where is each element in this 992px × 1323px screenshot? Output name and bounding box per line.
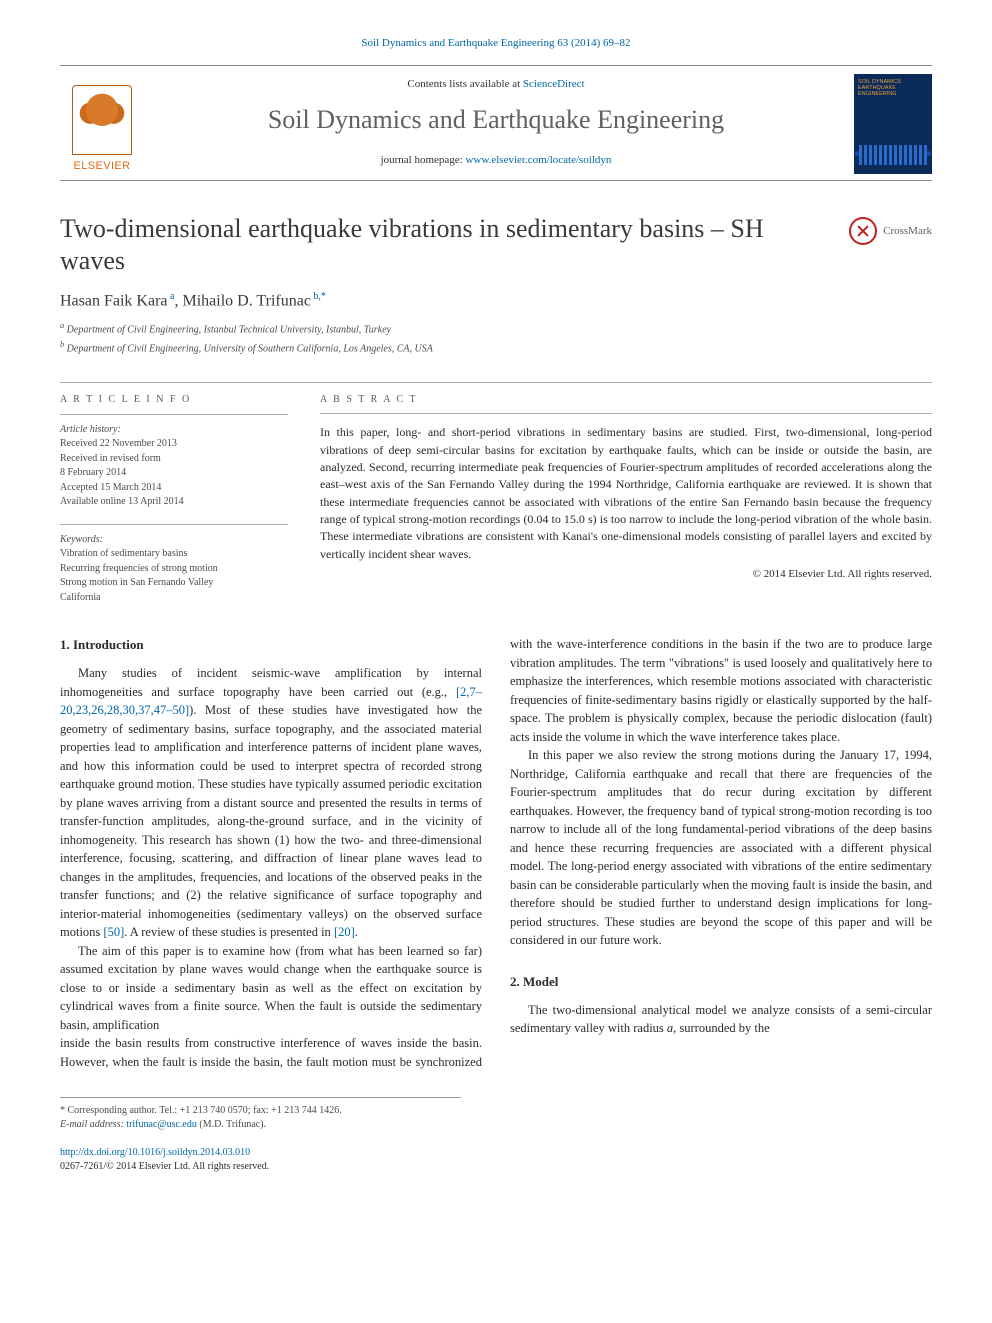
abstract-text: In this paper, long- and short-period vi… bbox=[320, 424, 932, 563]
contents-lists-line: Contents lists available at ScienceDirec… bbox=[268, 77, 724, 92]
affiliation-b: b Department of Civil Engineering, Unive… bbox=[60, 339, 932, 356]
abstract-label: A B S T R A C T bbox=[320, 383, 932, 414]
contents-prefix: Contents lists available at bbox=[407, 78, 522, 90]
crossmark-badge[interactable]: CrossMark bbox=[849, 217, 932, 245]
history-line: Accepted 15 March 2014 bbox=[60, 481, 288, 496]
history-line: 8 February 2014 bbox=[60, 466, 288, 481]
article-history-label: Article history: bbox=[60, 423, 288, 438]
abstract-copyright: © 2014 Elsevier Ltd. All rights reserved… bbox=[320, 567, 932, 582]
article-info-column: A R T I C L E I N F O Article history: R… bbox=[60, 383, 288, 605]
affiliation-a: a Department of Civil Engineering, Istan… bbox=[60, 320, 932, 337]
masthead: ELSEVIER Contents lists available at Sci… bbox=[60, 65, 932, 181]
article-info-label: A R T I C L E I N F O bbox=[60, 383, 288, 415]
keyword: Strong motion in San Fernando Valley bbox=[60, 576, 288, 591]
email-paren: (M.D. Trifunac). bbox=[197, 1119, 266, 1130]
paper-title: Two-dimensional earthquake vibrations in… bbox=[60, 213, 829, 275]
journal-cover-thumbnail: SOIL DYNAMICS EARTHQUAKE ENGINEERING bbox=[854, 74, 932, 174]
keywords-label: Keywords: bbox=[60, 533, 288, 548]
corresponding-star-icon: * bbox=[321, 291, 326, 302]
elsevier-brand-label: ELSEVIER bbox=[73, 159, 130, 174]
author-2-name: Mihailo D. Trifunac bbox=[182, 292, 310, 309]
elsevier-tree-icon bbox=[72, 85, 132, 155]
section-heading-introduction: 1. Introduction bbox=[60, 635, 482, 654]
abstract-column: A B S T R A C T In this paper, long- and… bbox=[320, 383, 932, 605]
doi-link[interactable]: http://dx.doi.org/10.1016/j.soildyn.2014… bbox=[60, 1147, 250, 1158]
intro-paragraph-2: The aim of this paper is to examine how … bbox=[60, 942, 482, 1035]
crossmark-icon bbox=[849, 217, 877, 245]
corresponding-author-footer: * Corresponding author. Tel.: +1 213 740… bbox=[60, 1097, 461, 1132]
intro-paragraph-4: In this paper we also review the strong … bbox=[510, 746, 932, 950]
email-line: E-mail address: trifunac@usc.edu (M.D. T… bbox=[60, 1118, 461, 1132]
body-two-column: 1. Introduction Many studies of incident… bbox=[60, 635, 932, 1071]
homepage-prefix: journal homepage: bbox=[381, 154, 466, 166]
affiliations: a Department of Civil Engineering, Istan… bbox=[60, 320, 932, 356]
journal-reference: Soil Dynamics and Earthquake Engineering… bbox=[60, 36, 932, 51]
history-line: Received in revised form bbox=[60, 452, 288, 467]
sciencedirect-link[interactable]: ScienceDirect bbox=[523, 78, 585, 90]
authors-line: Hasan Faik Kara a, Mihailo D. Trifunac b… bbox=[60, 290, 932, 313]
crossmark-label: CrossMark bbox=[883, 224, 932, 239]
history-line: Received 22 November 2013 bbox=[60, 437, 288, 452]
journal-cover-text: SOIL DYNAMICS EARTHQUAKE ENGINEERING bbox=[858, 79, 901, 97]
author-1-name: Hasan Faik Kara bbox=[60, 292, 168, 309]
journal-homepage-link[interactable]: www.elsevier.com/locate/soildyn bbox=[465, 154, 611, 166]
intro-paragraph-1: Many studies of incident seismic-wave am… bbox=[60, 664, 482, 942]
keyword: Recurring frequencies of strong motion bbox=[60, 562, 288, 577]
model-paragraph-1: The two-dimensional analytical model we … bbox=[510, 1001, 932, 1038]
journal-name: Soil Dynamics and Earthquake Engineering bbox=[268, 102, 724, 138]
citation-link[interactable]: [50] bbox=[103, 925, 124, 939]
history-line: Available online 13 April 2014 bbox=[60, 495, 288, 510]
masthead-center: Contents lists available at ScienceDirec… bbox=[268, 77, 724, 168]
author-2-aff-marker: b, bbox=[311, 291, 321, 302]
elsevier-logo: ELSEVIER bbox=[60, 74, 144, 174]
keyword: Vibration of sedimentary basins bbox=[60, 547, 288, 562]
corresponding-author-line: * Corresponding author. Tel.: +1 213 740… bbox=[60, 1104, 461, 1118]
doi-block: http://dx.doi.org/10.1016/j.soildyn.2014… bbox=[60, 1146, 932, 1174]
keyword: California bbox=[60, 591, 288, 606]
email-link[interactable]: trifunac@usc.edu bbox=[126, 1119, 197, 1130]
author-1-aff-marker: a bbox=[168, 291, 175, 302]
citation-link[interactable]: [20] bbox=[334, 925, 355, 939]
journal-homepage-line: journal homepage: www.elsevier.com/locat… bbox=[268, 153, 724, 168]
journal-cover-bars-icon bbox=[859, 145, 927, 165]
journal-reference-link[interactable]: Soil Dynamics and Earthquake Engineering… bbox=[361, 37, 630, 49]
issn-copyright-line: 0267-7261/© 2014 Elsevier Ltd. All right… bbox=[60, 1160, 932, 1174]
section-heading-model: 2. Model bbox=[510, 972, 932, 991]
citation-link[interactable]: [2,7–20,23,26,28,30,37,47–50] bbox=[60, 685, 482, 718]
